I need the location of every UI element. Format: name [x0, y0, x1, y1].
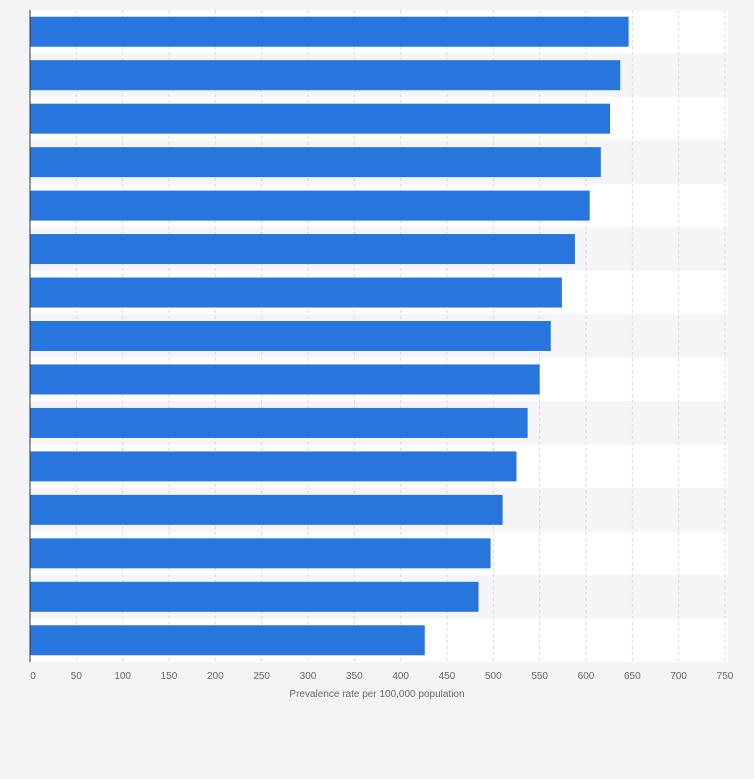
bar [30, 321, 551, 351]
x-tick-label: 200 [207, 671, 224, 682]
x-tick-labels: 0 50 100 150 200 250 300 350 400 450 500 550 600 650 7… [30, 671, 734, 682]
x-tick-label: 400 [392, 671, 409, 682]
bar [30, 16, 629, 47]
x-axis-title: Prevalence rate per 100,000 population [289, 689, 464, 700]
bar [30, 277, 562, 308]
bar [30, 60, 621, 91]
bar [30, 494, 503, 525]
x-tick-label: 700 [670, 671, 687, 682]
x-tick-label: 600 [578, 671, 595, 682]
x-tick-label: 300 [300, 671, 317, 682]
bar [30, 451, 517, 482]
bar [30, 234, 575, 265]
x-tick-label: 500 [485, 671, 502, 682]
bar [30, 407, 528, 438]
x-tick-label: 350 [346, 671, 363, 682]
bar [30, 538, 491, 569]
bar [30, 364, 540, 395]
bar [30, 581, 479, 612]
bar [30, 147, 601, 178]
x-tick-label: 450 [439, 671, 456, 682]
x-tick-label: 650 [624, 671, 641, 682]
x-tick-label: 250 [253, 671, 270, 682]
bar [30, 103, 611, 134]
x-tick-label: 550 [531, 671, 548, 682]
x-tick-label: 50 [71, 671, 83, 682]
bar [30, 625, 425, 656]
bar [30, 190, 590, 221]
x-tick-label: 750 [717, 671, 734, 682]
x-tick-label: 0 [30, 671, 36, 682]
x-tick-label: 100 [114, 671, 131, 682]
bars [30, 16, 629, 656]
x-tick-label: 150 [161, 671, 178, 682]
